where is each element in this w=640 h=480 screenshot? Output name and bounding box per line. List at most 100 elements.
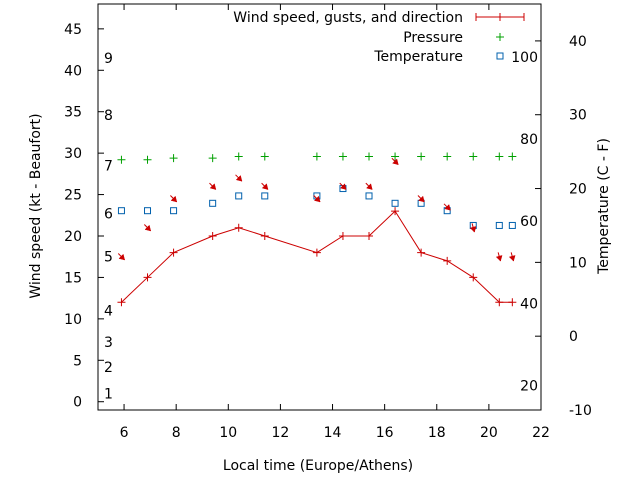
- x-tick-label: 14: [324, 425, 342, 441]
- wind-direction-arrow-head: [392, 158, 399, 165]
- temperature-point: [391, 199, 399, 207]
- wind-speed-point: [365, 232, 374, 240]
- pressure-point: [169, 154, 178, 163]
- temperature-point: [261, 192, 269, 200]
- temperature-point: [495, 221, 503, 229]
- wind-direction-arrow-head: [235, 175, 243, 182]
- beaufort-label: 8: [104, 108, 113, 124]
- fahrenheit-label: 100: [511, 50, 538, 66]
- pressure-point: [208, 154, 217, 163]
- legend: Wind speed, gusts, and direction Pressure…: [233, 10, 525, 65]
- beaufort-label: 9: [104, 51, 113, 67]
- wind-speed-point: [312, 248, 321, 257]
- axes: Local time (Europe/Athens) Wind speed (k…: [28, 3, 612, 474]
- x-tick-label: 22: [532, 425, 550, 441]
- wind-direction-arrow: [508, 252, 516, 262]
- pressure-point: [417, 152, 426, 161]
- y-tick-label: 5: [73, 353, 82, 369]
- pressure-point: [443, 152, 452, 161]
- wind-speed-point: [417, 248, 426, 257]
- x-tick-label: 12: [271, 425, 289, 441]
- y2-tick-label: -10: [569, 403, 592, 419]
- y2-tick-label: 30: [569, 108, 587, 124]
- wind-speed-point: [208, 232, 217, 240]
- plot-frame: [97, 3, 542, 411]
- y2-tick-label: 10: [569, 255, 587, 271]
- wind-direction-arrow: [495, 252, 503, 262]
- beaufort-label: 2: [104, 360, 113, 376]
- wind-speed-point: [495, 298, 504, 307]
- y-tick-label: 10: [64, 312, 82, 328]
- y-tick-label: 40: [64, 63, 82, 79]
- wind-direction-arrow: [391, 157, 399, 165]
- temperature-point: [508, 221, 516, 229]
- y2-tick-label: 0: [569, 329, 578, 345]
- wind-direction-arrow-head: [261, 183, 269, 190]
- wind-direction-arrow: [170, 195, 178, 203]
- pressure-point: [234, 152, 243, 161]
- pressure-point: [312, 152, 321, 161]
- wind-direction-arrow: [209, 182, 217, 190]
- y2-tick-label: 40: [569, 34, 587, 50]
- pressure-point: [508, 152, 517, 161]
- wind-speed-point: [338, 232, 347, 240]
- pressure-point: [143, 155, 152, 164]
- x-tick-label: 20: [480, 425, 498, 441]
- pressure-point: [495, 152, 504, 161]
- beaufort-label: 6: [104, 207, 113, 223]
- legend-temperature-marker: [496, 52, 504, 60]
- beaufort-label: 3: [104, 335, 113, 351]
- beaufort-label: 7: [104, 159, 113, 175]
- x-tick-label: 6: [120, 425, 129, 441]
- y-axis-label: Wind speed (kt - Beaufort): [28, 113, 44, 298]
- y-tick-label: 45: [64, 22, 82, 38]
- temperature-point: [365, 192, 373, 200]
- wind-direction-arrow: [365, 182, 373, 190]
- wind-speed-point: [234, 223, 243, 232]
- pressure-point: [391, 152, 400, 161]
- wind-direction-arrow-head: [469, 226, 477, 233]
- y-tick-label: 20: [64, 229, 82, 245]
- wind-direction-arrow: [313, 195, 321, 203]
- y-tick-label: 30: [64, 146, 82, 162]
- legend-label: Wind speed, gusts, and direction: [233, 10, 463, 26]
- wind-speed-point: [169, 248, 178, 257]
- wind-speed-point: [260, 232, 269, 240]
- wind-speed-point: [443, 256, 452, 265]
- y-tick-label: 25: [64, 188, 82, 204]
- beaufort-label: 4: [104, 304, 113, 320]
- legend-label: Temperature: [373, 49, 463, 65]
- temperature-point: [235, 192, 243, 200]
- wind-direction-arrow: [261, 182, 269, 190]
- y-tick-label: 0: [73, 395, 82, 411]
- x-axis-label: Local time (Europe/Athens): [223, 458, 413, 474]
- legend-label: Pressure: [403, 30, 463, 46]
- wind-direction-arrow: [469, 223, 477, 233]
- wind-direction-arrow: [339, 182, 347, 190]
- wind-speed-point: [391, 207, 400, 216]
- wind-speed-point: [508, 298, 517, 307]
- wind-direction-arrow-head: [418, 195, 425, 203]
- wind-direction-arrow-head: [508, 255, 516, 262]
- x-tick-label: 10: [219, 425, 237, 441]
- temperature-point: [144, 207, 152, 215]
- x-tick-label: 16: [376, 425, 394, 441]
- temperature-point: [117, 207, 125, 215]
- beaufort-label: 1: [104, 386, 113, 402]
- wind-direction-arrow: [235, 174, 243, 182]
- wind-direction-arrow-head: [444, 204, 451, 211]
- beaufort-label: 5: [104, 250, 113, 266]
- wind-direction-arrow-head: [495, 255, 503, 262]
- wind-speed-point: [469, 273, 478, 282]
- wind-direction-arrow-head: [209, 183, 217, 190]
- wind-direction-arrow-head: [313, 195, 321, 203]
- wind-direction-arrow-head: [144, 224, 152, 232]
- x-tick-label: 18: [428, 425, 446, 441]
- y-tick-label: 35: [64, 105, 82, 121]
- fahrenheit-label: 20: [520, 379, 538, 395]
- pressure-point: [338, 152, 347, 161]
- legend-pressure-marker: [496, 33, 504, 41]
- y2-axis-label: Temperature (C - F): [596, 138, 612, 275]
- legend-wind-marker: [475, 13, 525, 21]
